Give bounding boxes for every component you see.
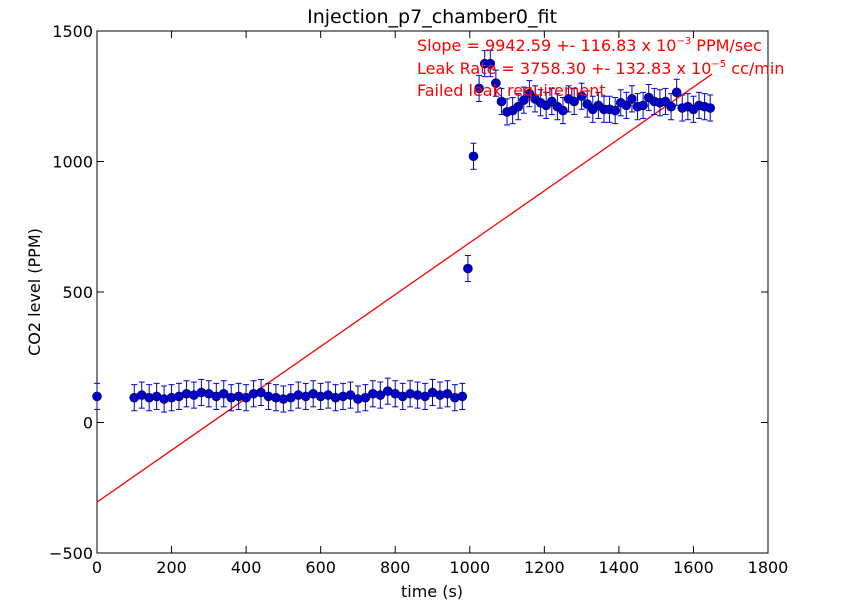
fit-line (96, 73, 713, 503)
data-point (610, 105, 620, 116)
y-tick-label: −500 (49, 544, 93, 563)
failed-requirement-annotation: Failed leak requirement (417, 81, 606, 100)
x-tick-label: 600 (305, 558, 336, 577)
data-point (218, 388, 229, 399)
fit-line-group (96, 73, 713, 503)
slope-prefix: Slope = 9942.59 +- 116.83 x 10 (417, 36, 676, 55)
x-tick-label: 1000 (449, 558, 490, 577)
data-point (621, 100, 632, 111)
data-point (474, 83, 484, 94)
data-point (569, 96, 579, 107)
data-point (468, 151, 479, 162)
y-axis-label: CO2 level (PPM) (25, 228, 44, 356)
data-point (491, 78, 501, 88)
leak-prefix: Leak Rate = 3758.30 +- 132.83 x 10 (417, 59, 711, 78)
x-tick-label: 0 (92, 558, 102, 577)
data-point (513, 101, 524, 112)
x-tick-label: 1800 (748, 558, 789, 577)
data-point (485, 58, 496, 69)
data-point (627, 94, 637, 104)
slope-exponent: −3 (676, 36, 691, 47)
data-point (671, 87, 682, 98)
leak-rate-annotation: Leak Rate = 3758.30 +- 132.83 x 10−5 cc/… (417, 59, 784, 78)
data-point (360, 392, 371, 403)
data-point (558, 105, 568, 116)
data-point (420, 391, 430, 402)
data-points (92, 58, 716, 404)
slope-annotation: Slope = 9942.59 +- 116.83 x 10−3 PPM/sec (417, 36, 762, 55)
data-point (375, 390, 386, 400)
x-tick-label: 400 (231, 558, 262, 577)
data-point (345, 390, 356, 400)
data-point (496, 96, 507, 107)
leak-suffix: cc/min (726, 59, 784, 78)
leak-exponent: −5 (711, 59, 726, 70)
y-tick-label: 1500 (52, 22, 93, 41)
x-tick-label: 1200 (524, 558, 565, 577)
chart-title: Injection_p7_chamber0_fit (307, 6, 557, 28)
axis-ticks: 0 200 400 600 800 1000 1200 1400 1600 1800−500050… (49, 22, 788, 577)
data-point (519, 95, 529, 105)
y-tick-label: 1000 (52, 153, 93, 172)
data-point (576, 91, 587, 102)
x-axis-label: time (s) (401, 582, 463, 601)
data-point (705, 103, 716, 113)
data-point (256, 387, 266, 398)
y-tick-label: 500 (62, 283, 93, 302)
data-point (442, 388, 453, 399)
slope-suffix: PPM/sec (691, 36, 762, 55)
y-tick-label: 0 (83, 414, 93, 433)
data-point (666, 101, 676, 112)
x-tick-label: 1400 (599, 558, 640, 577)
data-point (638, 100, 648, 111)
data-point (457, 391, 468, 402)
data-point (92, 391, 102, 402)
x-tick-label: 800 (380, 558, 411, 577)
data-point (241, 392, 251, 403)
x-tick-label: 200 (156, 558, 187, 577)
x-tick-label: 1600 (673, 558, 714, 577)
data-point (463, 263, 473, 274)
